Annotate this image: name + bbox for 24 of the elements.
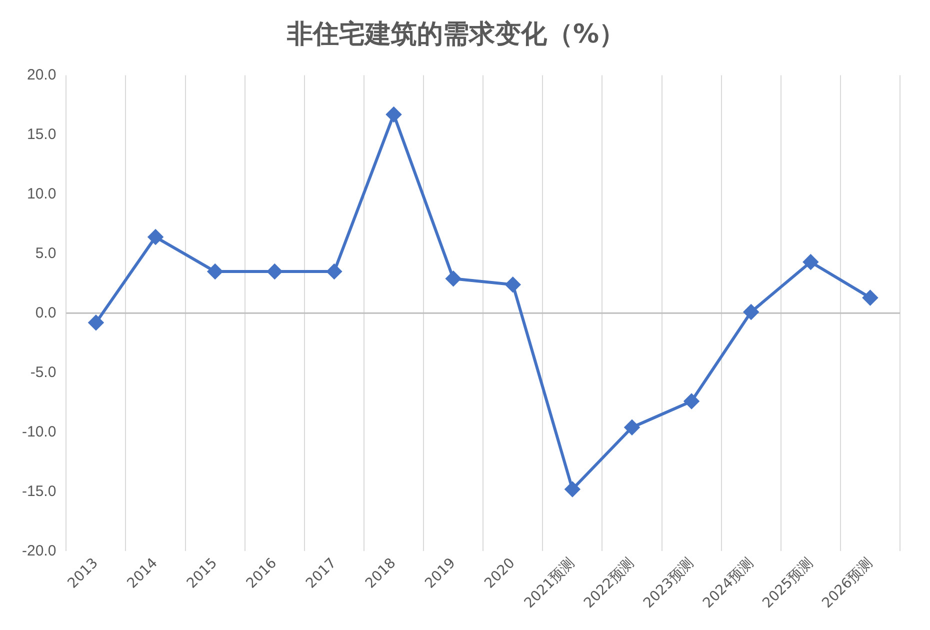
point — [624, 420, 640, 435]
point — [744, 304, 759, 320]
point — [564, 482, 580, 497]
y-tick-label: -15.0 — [22, 482, 56, 500]
y-tick-label: -10.0 — [22, 423, 56, 440]
y-tick-label: 10.0 — [26, 185, 56, 202]
point — [446, 271, 461, 286]
y-tick-label: 5.0 — [35, 244, 56, 262]
y-tick-label: 15.0 — [26, 126, 56, 143]
y-tick-label: -20.0 — [22, 542, 56, 560]
point — [326, 264, 342, 280]
point — [148, 230, 164, 245]
point — [505, 277, 520, 292]
point — [88, 315, 104, 330]
point — [862, 290, 878, 306]
y-tick-label: 20.0 — [26, 66, 56, 84]
point — [803, 254, 818, 270]
point — [267, 264, 282, 280]
point — [208, 264, 223, 280]
point — [386, 106, 402, 122]
chart-title: 非住宅建筑的需求变化（%） — [286, 19, 626, 50]
y-tick-label: 0.0 — [35, 304, 56, 322]
y-tick-label: -5.0 — [30, 364, 56, 381]
point — [684, 394, 700, 409]
